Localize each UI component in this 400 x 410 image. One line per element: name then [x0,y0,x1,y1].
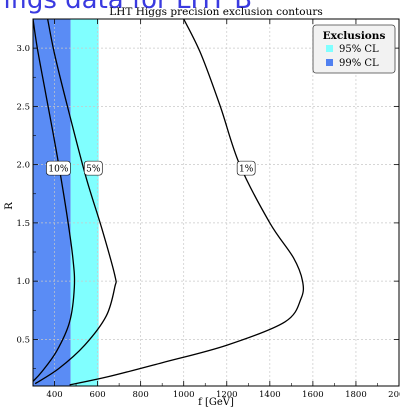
x-tick-label-3: 1000 [173,390,195,400]
legend-box [312,24,396,74]
contour-label-10pct: 10% [48,165,68,175]
y-tick-label-4: 2.5 [16,102,30,112]
legend-label-99cl: 99% CL [339,58,379,69]
contour-curve-1pct [69,19,305,386]
x-axis-label: f [GeV] [198,397,234,408]
y-tick-label-3: 2.0 [16,161,30,171]
legend: Exclusions 95% CL 99% CL [312,24,396,74]
curve-labels-layer: 10% 5% 1% [46,160,256,176]
legend-title: Exclusions [323,30,386,42]
y-tick-label-1: 1.0 [16,277,30,287]
contour-curve-10pct [33,19,76,382]
x-tick-label-1: 600 [89,390,105,400]
x-tick-label-7: 1800 [345,390,367,400]
legend-label-95cl: 95% CL [339,44,379,55]
x-tick-label-0: 400 [46,390,62,400]
banner-text-label: nfigs data for LHT B [0,0,252,14]
legend-swatch-99cl [326,59,333,66]
banner-text: nfigs data for LHT B [0,0,400,14]
ticks-layer: 400 600 800 1000 1200 1400 1600 1800 2000 0.5 1.0 1… [16,18,400,400]
contour-label-box-10pct [46,160,71,176]
y-tick-label-0: 0.5 [16,335,30,345]
contour-label-5pct: 5% [86,165,101,175]
x-tick-label-2: 800 [133,390,149,400]
exclusion-band-1 [70,19,99,386]
legend-swatch-95cl [326,45,333,52]
x-tick-label-5: 1400 [259,390,281,400]
y-axis-label: R [4,202,15,210]
x-tick-label-8: 2000 [388,390,400,400]
contour-label-box-5pct [83,160,103,176]
contour-label-box-1pct [236,160,256,176]
chart-title: LHT Higgs precision exclusion contours [109,6,323,18]
y-tick-label-5: 3.0 [16,44,30,54]
y-tick-label-2: 1.5 [16,219,30,229]
contour-label-1pct: 1% [239,165,254,175]
curves-layer [33,19,305,386]
x-tick-label-6: 1600 [302,390,324,400]
plot-frame [32,18,400,387]
contour-curve-5pct [34,19,117,385]
x-tick-label-4: 1200 [216,390,238,400]
